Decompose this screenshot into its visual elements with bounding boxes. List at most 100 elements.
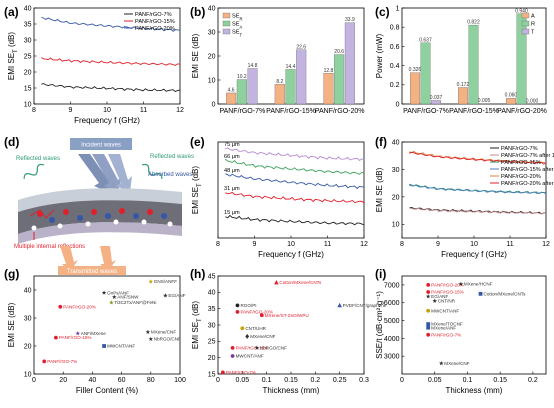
bar-value-1-2: 0.005 xyxy=(478,98,491,104)
data-point-3 xyxy=(425,294,431,299)
y-tick-label: 7000 xyxy=(384,282,400,289)
data-point-label-3: EG/ANF xyxy=(168,293,185,298)
y-tick-label: 15 xyxy=(24,85,32,92)
y-tick-label: 20 xyxy=(392,194,400,201)
y-tick-label: 0.4 xyxy=(390,63,400,70)
data-point-label-10: MXene/CNF xyxy=(444,361,469,366)
bar-value-2-1: 0.940 xyxy=(515,8,528,14)
y-tick-label: 40 xyxy=(24,5,32,12)
reflected-wave-right xyxy=(141,163,163,179)
data-point-8 xyxy=(426,325,431,330)
y-tick-label: 40 xyxy=(24,287,32,294)
series-inline-label-0: 75 μm xyxy=(224,142,240,148)
category-label: PANF/rGO-7% xyxy=(219,108,265,115)
reflected-wave-left xyxy=(23,163,45,179)
legend-label-5: PANF/rGO-20% after 1000 times xyxy=(501,181,554,187)
data-point-3 xyxy=(235,310,240,314)
plot-frame-i xyxy=(401,275,547,375)
bar-0-0 xyxy=(226,92,237,105)
data-point-label-9: MWCNT/ANF xyxy=(236,354,264,359)
x-tick-label: 0.2 xyxy=(310,377,320,384)
x-axis-label: Thickness (mm) xyxy=(263,386,320,395)
data-point-10 xyxy=(220,370,225,375)
legend-label-1: R xyxy=(531,22,535,28)
bar-value-0-2: 14.8 xyxy=(248,63,258,69)
incident-arrow-2 xyxy=(92,154,122,192)
data-point-label-0: Cotton/MXene/CNTs xyxy=(279,280,322,285)
y-axis-label: SSE/t (dB·cm²·g⁻¹) xyxy=(375,291,384,359)
y-axis-label: EMI SET (dB) xyxy=(191,166,203,214)
data-point-0 xyxy=(274,280,279,285)
x-tick-label: 0.1 xyxy=(262,377,272,384)
x-tick-label: 0 xyxy=(216,377,220,384)
bar-2-0 xyxy=(506,98,516,105)
y-tick-label: 10 xyxy=(24,101,32,108)
data-point-label-2: ANF/SNW xyxy=(117,295,139,300)
data-point-8 xyxy=(54,335,58,340)
data-point-label-6: ANF/MXene xyxy=(81,331,106,336)
y-tick-label: 1 xyxy=(396,5,400,12)
bar-value-0-1: 10.2 xyxy=(237,74,247,80)
x-tick-label: 10 xyxy=(470,241,478,248)
data-point-11 xyxy=(42,359,47,364)
panel-letter-g: (g) xyxy=(4,267,19,281)
data-point-label-5: PANF/rGO-20% xyxy=(63,304,96,309)
incident-waves-label: Incident waves xyxy=(81,143,121,149)
bar-value-1-2: 22.6 xyxy=(296,44,306,50)
y-tick-label: 0 xyxy=(396,101,400,108)
bar-1-2 xyxy=(296,49,307,105)
transmitted-waves-label: Transmitted waves xyxy=(67,269,117,275)
x-tick-label: 0.2 xyxy=(528,377,538,384)
x-tick-label: 0.05 xyxy=(236,377,250,384)
chart-c: 0 0.2 0.4 0.6 0.8 1 Power (mW) 0.326 0.637 0.037 P… xyxy=(375,5,547,115)
data-point-label-2: PVDF/CNT/graphene xyxy=(343,303,387,308)
x-axis-label: Frequency f (GHz) xyxy=(258,250,324,259)
internal-reflection-path xyxy=(29,209,55,219)
y-axis-label: EMI SE (dB) xyxy=(191,33,200,78)
legend-label-0: PANF/rGO-7% xyxy=(135,12,172,18)
y-tick-label: 30 xyxy=(208,29,216,36)
legend-swatch-0 xyxy=(521,12,530,19)
series-line-3 xyxy=(225,191,365,204)
bar-2-1 xyxy=(516,13,527,105)
x-tick-label: 0.05 xyxy=(428,377,442,384)
bar-0-2 xyxy=(247,68,258,105)
legend-swatch-0 xyxy=(222,12,231,19)
data-point-7 xyxy=(426,322,431,327)
y-tick-label: 30 xyxy=(208,322,216,329)
bar-value-0-1: 0.637 xyxy=(419,37,432,43)
x-tick-label: 9 xyxy=(69,107,73,114)
series-line-2 xyxy=(225,173,365,190)
series-line-2 xyxy=(41,16,181,32)
data-point-3 xyxy=(163,293,168,298)
data-point-label-4: Cotton/MXene/CNTs xyxy=(484,291,527,296)
y-tick-label: 0.8 xyxy=(390,25,400,32)
x-tick-label: 40 xyxy=(89,377,97,384)
legend-swatch-2 xyxy=(222,28,231,35)
data-point-6 xyxy=(426,308,431,313)
bar-value-0-0: 4.6 xyxy=(228,87,235,93)
y-tick-label: 20 xyxy=(24,69,32,76)
film-top-layer xyxy=(18,188,182,212)
y-tick-label: 10 xyxy=(208,77,216,84)
data-point-9 xyxy=(426,332,431,337)
legend-swatch-1 xyxy=(521,20,530,27)
data-point-label-11: PANF/rGO-7% xyxy=(47,359,77,364)
bar-0-1 xyxy=(236,79,247,105)
bar-value-0-2: 0.037 xyxy=(430,95,443,101)
y-tick-label: 10 xyxy=(24,371,32,378)
y-tick-label: 30 xyxy=(24,37,32,44)
bar-1-1 xyxy=(468,24,479,105)
plot-frame-g xyxy=(33,275,181,375)
chart-g: 0 20 40 60 80 100 10 20 30 40 Filler Content (%) EM… xyxy=(7,275,186,395)
y-tick-label: 30 xyxy=(392,167,400,174)
y-tick-label: 0.2 xyxy=(390,82,400,89)
x-tick-label: 11 xyxy=(140,107,147,114)
bar-value-1-1: 0.822 xyxy=(467,20,480,26)
incident-waves-banner xyxy=(70,138,132,150)
data-point-10 xyxy=(102,344,106,348)
data-point-label-4: Ti3C2Tx/ANF@FeNi xyxy=(114,300,156,305)
y-tick-label: 40 xyxy=(208,290,216,297)
data-point-label-5: CNT/UHR xyxy=(245,326,266,331)
legend-label-1: PANF/rGO-15% xyxy=(135,19,175,25)
